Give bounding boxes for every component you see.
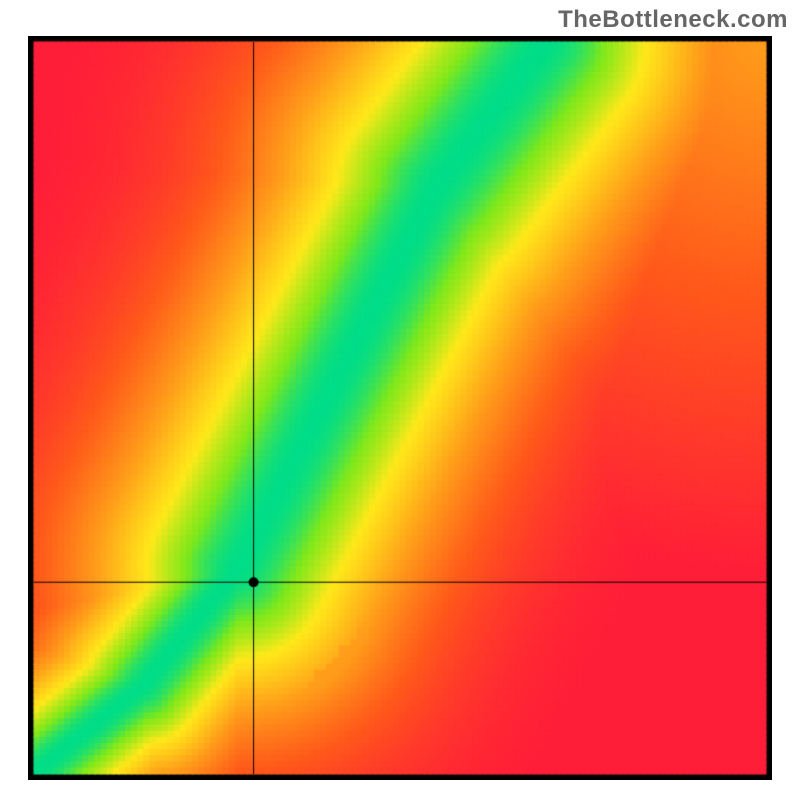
watermark-text: TheBottleneck.com <box>558 6 788 34</box>
container: TheBottleneck.com <box>0 0 800 800</box>
heatmap-canvas-wrap <box>28 36 772 780</box>
heatmap-canvas <box>28 36 772 780</box>
bottleneck-chart <box>28 36 772 780</box>
